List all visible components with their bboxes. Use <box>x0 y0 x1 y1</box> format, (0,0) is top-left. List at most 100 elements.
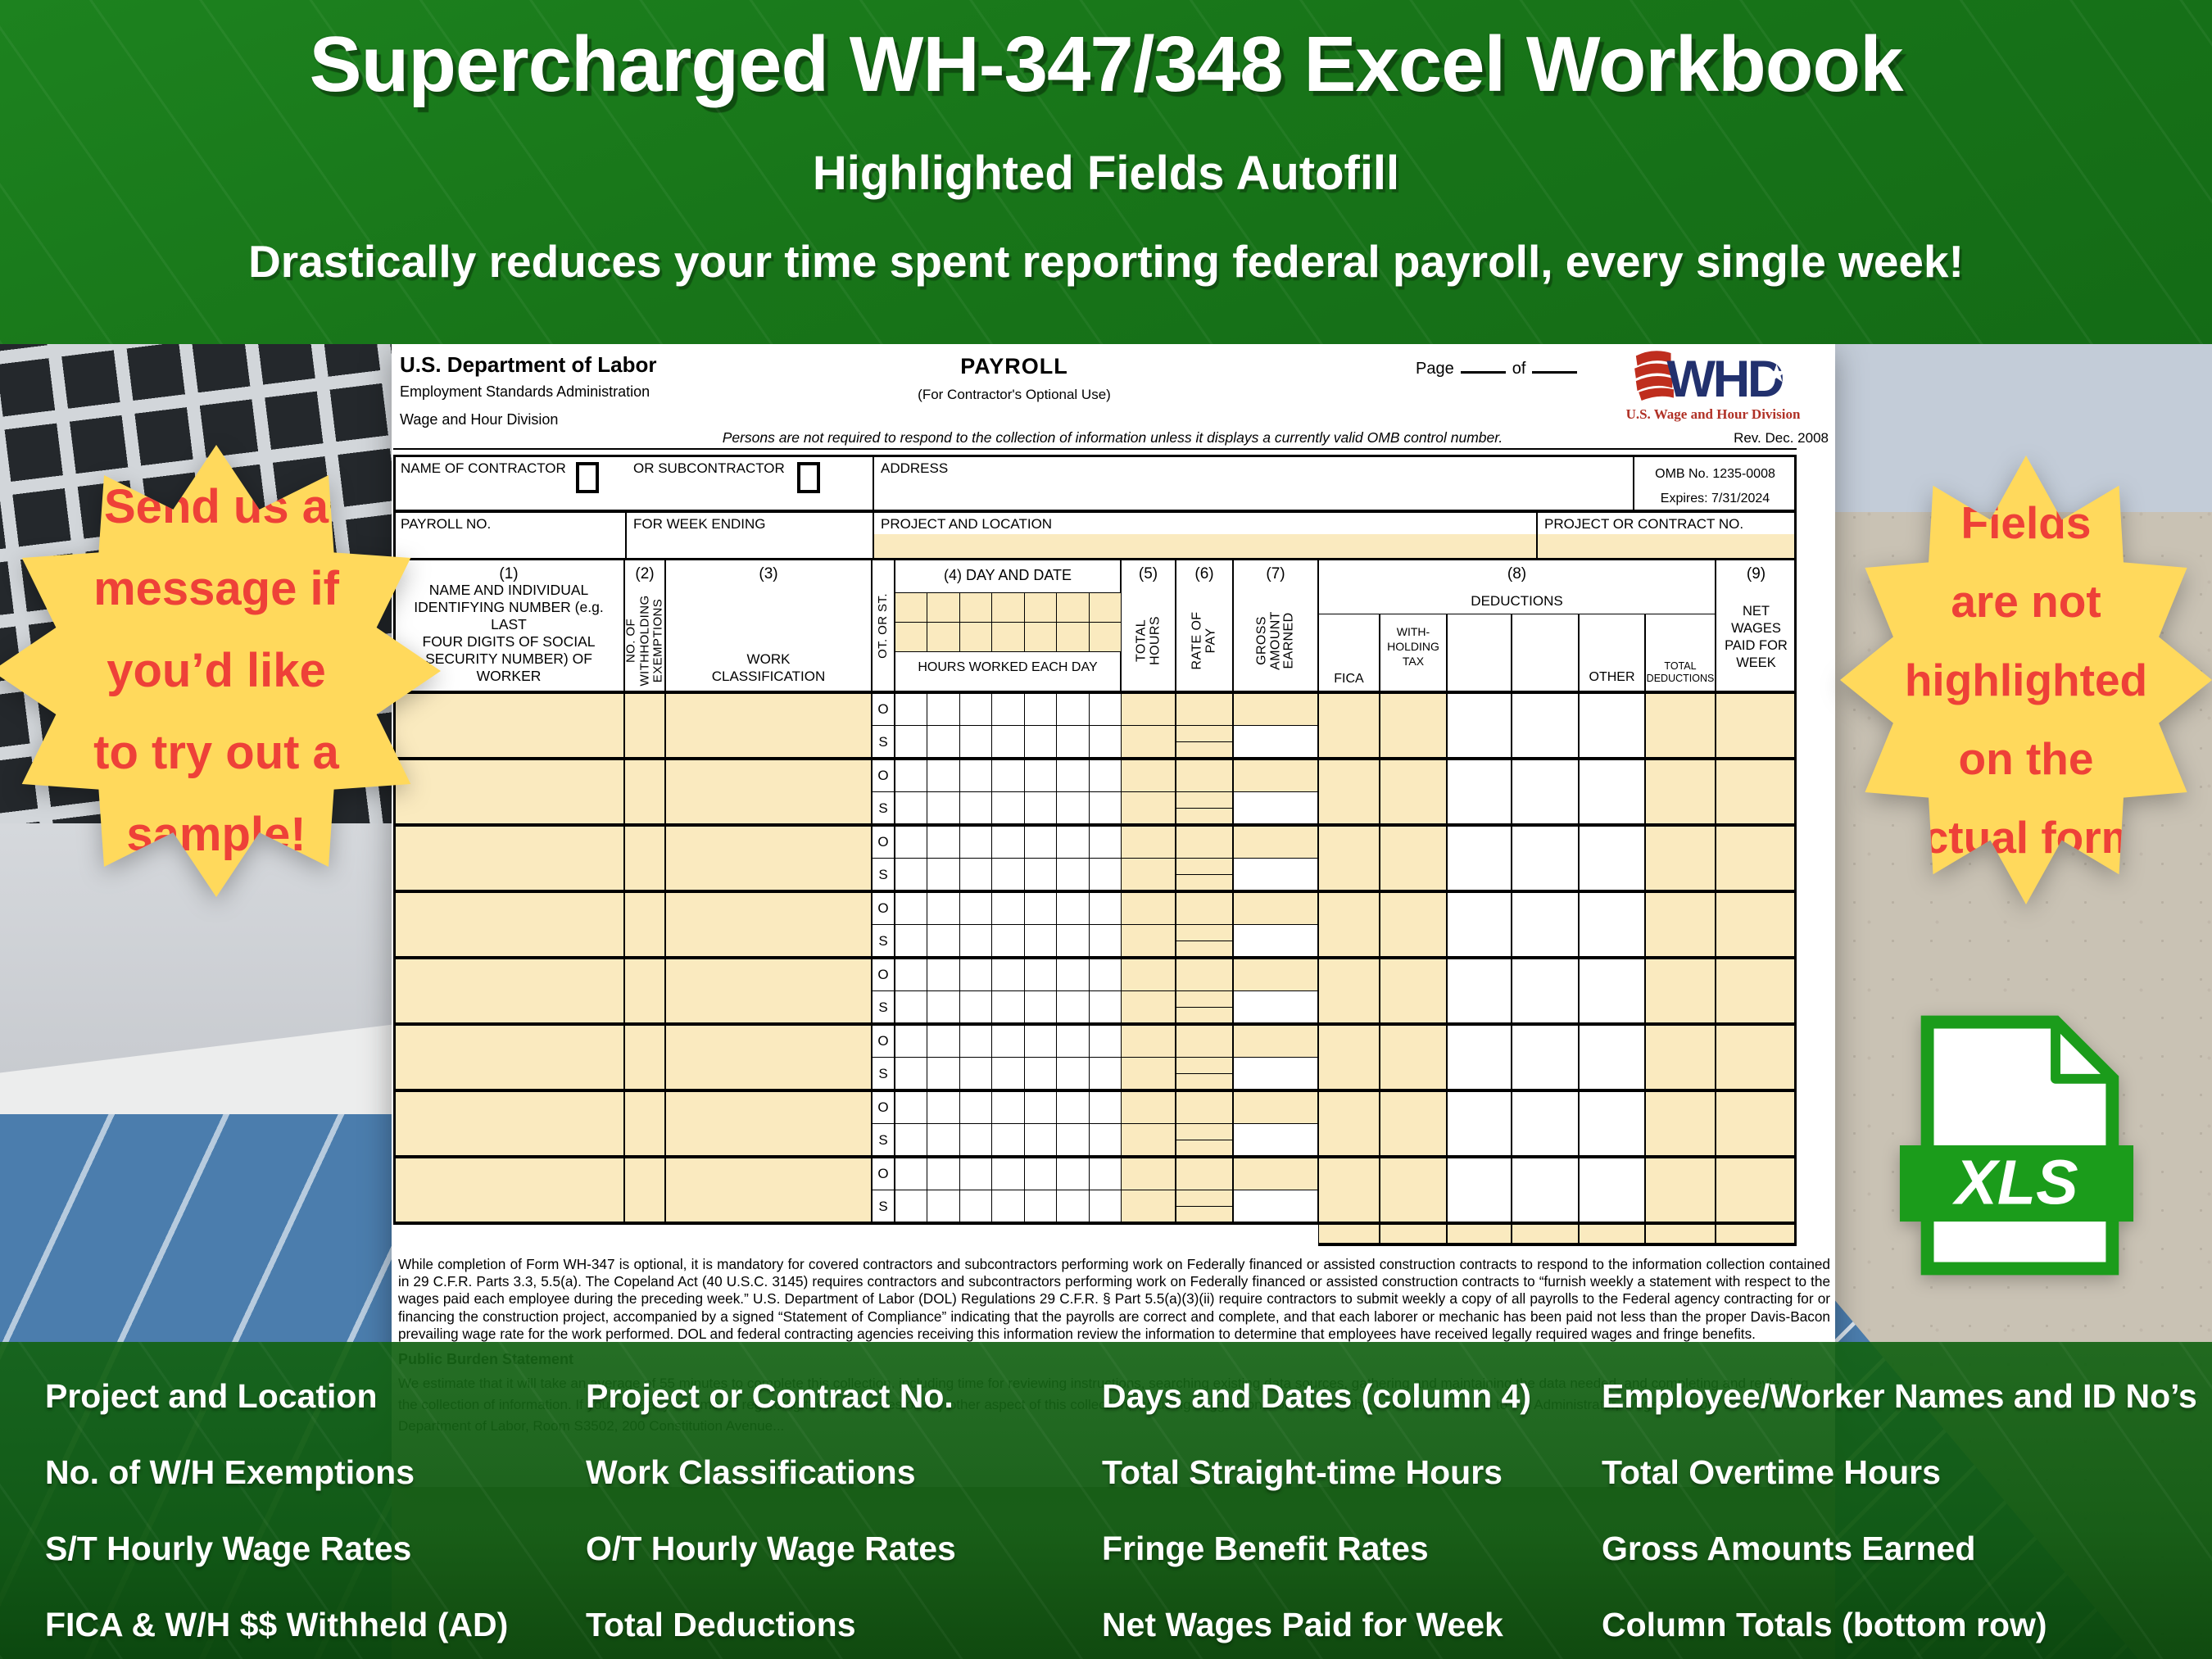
page-blank <box>1460 357 1506 374</box>
gross-amount-st-cell <box>1233 725 1318 759</box>
fica-deduction-cell <box>1318 692 1380 759</box>
hours-worked-cell <box>895 725 928 759</box>
overtime-row-label: O <box>877 1165 889 1181</box>
worker-name-cell <box>393 825 624 891</box>
fringe-rate-cell <box>1176 1140 1233 1157</box>
hours-worked-cell <box>927 1190 960 1223</box>
exemptions-cell <box>624 759 665 825</box>
overtime-row-label: O <box>877 900 889 916</box>
project-location-highlight <box>874 534 1536 559</box>
col9-line: WAGES <box>1731 621 1781 636</box>
xls-label: XLS <box>1951 1147 2078 1217</box>
blank-deduction-cell <box>1512 825 1579 891</box>
hours-worked-cell <box>895 1157 928 1190</box>
hours-worked-cell <box>1088 1123 1122 1157</box>
whd-acronym: WHD <box>1666 351 1782 406</box>
hours-worked-cell <box>1088 1024 1122 1058</box>
project-location-cell: PROJECT AND LOCATION <box>873 512 1537 560</box>
gross-amount-ot-cell <box>1233 891 1318 925</box>
withholding-deduction-cell <box>1380 1090 1447 1157</box>
other-deduction-cell <box>1579 825 1645 891</box>
hours-worked-cell <box>1023 791 1058 825</box>
hours-worked-cell <box>1056 791 1090 825</box>
flag-stripes-icon <box>1634 351 1674 401</box>
hours-worked-cell <box>927 924 960 958</box>
hours-worked-cell <box>991 1057 1025 1090</box>
total-hours-st-cell <box>1121 1190 1176 1223</box>
work-classification-cell <box>665 825 872 891</box>
hours-worked-cell <box>991 891 1025 925</box>
withholding-deduction-cell <box>1380 958 1447 1024</box>
hours-worked-cell <box>1056 891 1090 925</box>
page-of-line: Page of <box>1416 357 1584 378</box>
left-starburst: Send us a message if you’d like to try o… <box>0 445 441 897</box>
blank-deduction-cell <box>1447 891 1512 958</box>
gross-amount-ot-cell <box>1233 1024 1318 1058</box>
work-classification-cell <box>665 958 872 1024</box>
total-hours-ot-cell <box>1121 825 1176 859</box>
hours-worked-cell <box>1056 759 1090 792</box>
fringe-rate-cell <box>1176 1007 1233 1024</box>
col9-line: PAID FOR <box>1725 638 1788 653</box>
day-date-header-cell <box>1056 592 1090 623</box>
net-wages-cell <box>1716 1157 1797 1223</box>
hours-worked-cell <box>927 1157 960 1190</box>
ot-row-cell: O <box>872 692 895 726</box>
hours-worked-cell <box>991 825 1025 859</box>
hours-worked-cell <box>1088 990 1122 1024</box>
col4-label: (4) DAY AND DATE <box>943 567 1072 583</box>
hours-worked-cell <box>959 1024 993 1058</box>
day-date-header-cell <box>927 622 960 652</box>
straight-row-label: S <box>878 999 888 1015</box>
other-deduction-cell <box>1579 1157 1645 1223</box>
burst-line: actual form. <box>1898 812 2154 863</box>
feature-item: Fringe Benefit Rates <box>1102 1530 1429 1567</box>
hours-worked-cell <box>1056 1157 1090 1190</box>
feature-item: Total Overtime Hours <box>1602 1453 1941 1491</box>
total-hours-ot-cell <box>1121 1090 1176 1124</box>
worker-name-cell <box>393 958 624 1024</box>
exemptions-cell <box>624 1157 665 1223</box>
st-row-cell: S <box>872 858 895 891</box>
row-divider-line <box>393 510 1797 512</box>
rate-of-pay-st-cell <box>1176 858 1233 875</box>
hours-worked-cell <box>895 759 928 792</box>
blank-deduction-cell <box>1512 692 1579 759</box>
total-hours-ot-cell <box>1121 891 1176 925</box>
total-hours-st-cell <box>1121 924 1176 958</box>
blank-deduction-cell <box>1512 759 1579 825</box>
hours-worked-cell <box>895 692 928 726</box>
fringe-rate-cell <box>1176 874 1233 891</box>
exemptions-cell <box>624 958 665 1024</box>
straight-row-label: S <box>878 1198 888 1214</box>
ot-row-cell: O <box>872 759 895 792</box>
hours-worked-cell <box>927 725 960 759</box>
column-totals-cell <box>1318 1223 1380 1245</box>
hours-worked-cell <box>1056 692 1090 726</box>
col2-line: EXEMPTIONS <box>650 598 665 683</box>
exemptions-cell <box>624 692 665 759</box>
hours-worked-cell <box>959 791 993 825</box>
total-deductions-cell <box>1645 825 1716 891</box>
wh347-form: U.S. Department of Labor Employment Stan… <box>392 344 1835 1487</box>
blank-deduction-cell <box>1512 958 1579 1024</box>
day-date-header-cell <box>927 592 960 623</box>
row-separator-line <box>393 1022 1797 1026</box>
hours-worked-cell <box>1023 958 1058 991</box>
hours-worked-cell <box>927 858 960 891</box>
total-deductions-cell <box>1645 692 1716 759</box>
fica-deduction-cell <box>1318 825 1380 891</box>
rate-of-pay-st-cell <box>1176 990 1233 1008</box>
other-deduction-cell <box>1579 692 1645 759</box>
project-location-label: PROJECT AND LOCATION <box>881 516 1053 532</box>
feature-item: O/T Hourly Wage Rates <box>586 1530 956 1567</box>
agency-division: Wage and Hour Division <box>400 411 559 428</box>
hours-worked-cell <box>927 692 960 726</box>
gross-amount-st-cell <box>1233 924 1318 958</box>
feature-item: Total Straight-time Hours <box>1102 1453 1503 1491</box>
otst-header: OT. OR ST. <box>872 560 895 692</box>
feature-item: Project or Contract No. <box>586 1377 954 1415</box>
hours-worked-cell <box>895 1090 928 1124</box>
day-date-header-cell <box>895 592 928 623</box>
gross-amount-st-cell <box>1233 1123 1318 1157</box>
